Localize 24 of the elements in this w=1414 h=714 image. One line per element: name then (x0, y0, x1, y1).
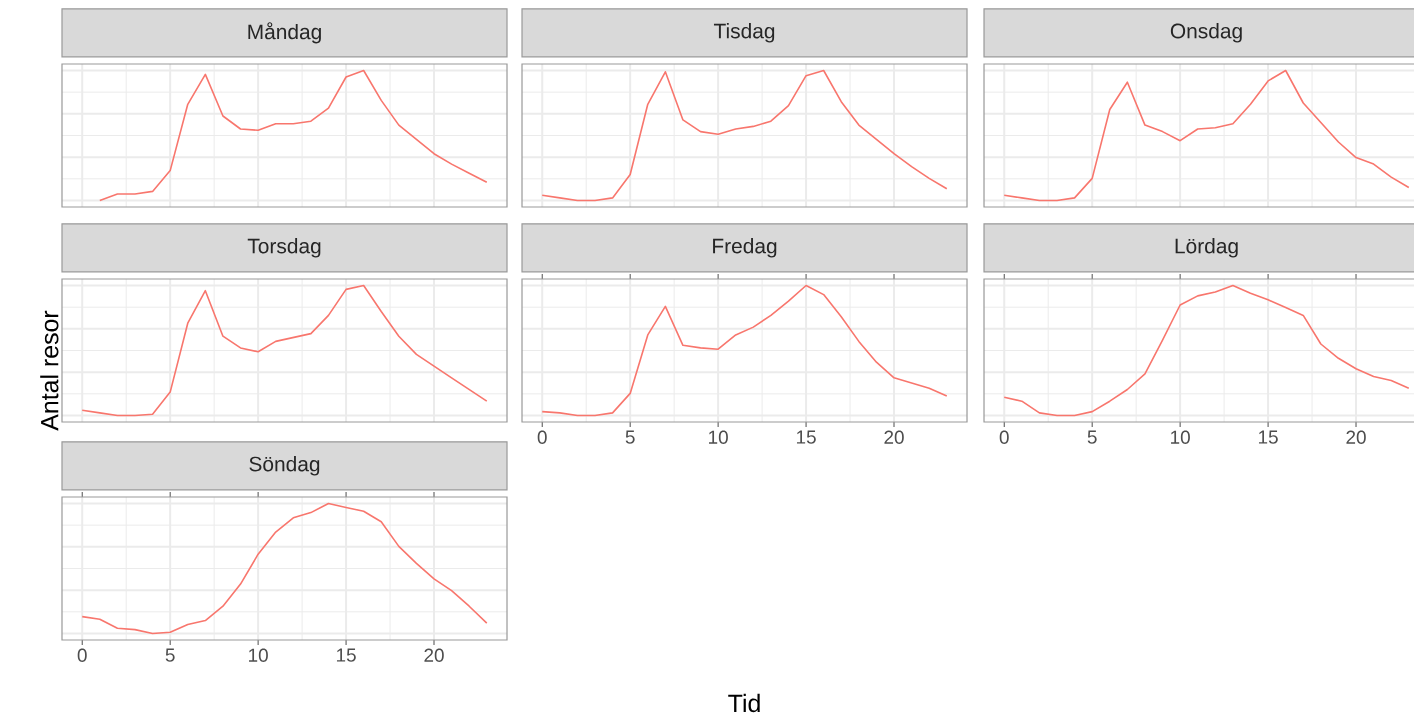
chart-title: Fredag (713, 238, 777, 258)
x-tick-label: 20 (884, 430, 904, 444)
chart-title: Tisdag (713, 23, 775, 43)
x-tick-label: 0 (999, 430, 1009, 444)
x-tick-label: 15 (336, 648, 356, 662)
x-tick-label: 10 (1171, 430, 1190, 444)
x-tick-label: 10 (709, 430, 728, 444)
x-tick-label: 0 (77, 648, 87, 662)
chart-title: Onsdag (1170, 23, 1242, 43)
chart-title: Söndag (249, 456, 320, 476)
chart-title: Lördag (1175, 238, 1238, 258)
x-tick-label: 20 (424, 648, 444, 662)
y-axis-title: Antal resor (40, 310, 59, 431)
chart-title: Måndag (248, 22, 321, 44)
x-axis-title: Tid (728, 693, 760, 713)
x-tick-label: 10 (249, 648, 268, 662)
x-tick-label: 5 (1087, 430, 1097, 444)
x-tick-label: 15 (1258, 430, 1278, 444)
x-tick-label: 20 (1346, 430, 1366, 444)
x-tick-label: 15 (796, 430, 816, 444)
x-tick-label: 0 (537, 430, 547, 444)
x-tick-label: 5 (165, 648, 175, 662)
chart-title: Torsdag (247, 238, 321, 258)
x-tick-label: 5 (625, 430, 635, 444)
